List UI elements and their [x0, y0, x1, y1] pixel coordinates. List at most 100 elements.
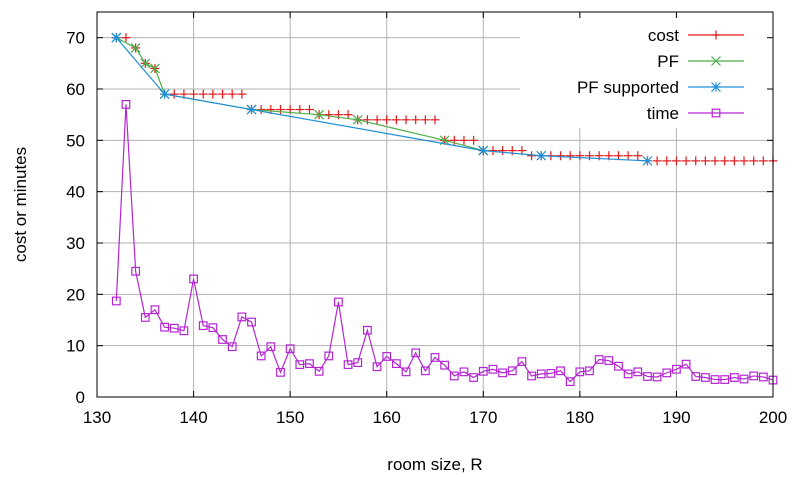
y-tick-label: 50 — [66, 131, 85, 150]
series-time-point — [420, 366, 430, 376]
series-time-point — [401, 367, 411, 377]
legend-label: time — [647, 104, 679, 123]
series-time-point — [218, 335, 227, 344]
series-time-point — [749, 371, 759, 381]
series-time-point — [285, 344, 295, 354]
series-time-point — [478, 366, 488, 376]
series-time-point — [623, 369, 633, 379]
plot-series — [111, 32, 778, 386]
series-time-point — [517, 357, 527, 366]
y-tick-label: 60 — [66, 80, 85, 99]
series-cost-point — [295, 105, 305, 115]
grid-lines — [97, 12, 773, 397]
series-time-point — [681, 359, 691, 369]
series-cost-point — [623, 151, 633, 161]
series-time-point — [633, 367, 643, 377]
plot-frame — [96, 11, 774, 398]
x-tick-label: 200 — [759, 408, 787, 427]
series-time-point — [131, 266, 141, 276]
x-tick-label: 130 — [83, 408, 111, 427]
x-tick-label: 190 — [662, 408, 690, 427]
series-cost-point — [700, 156, 710, 166]
series-pf-supported-line — [115, 37, 648, 162]
series-cost-point — [275, 105, 285, 115]
series-time-point — [353, 358, 363, 368]
series-cost-point — [401, 115, 411, 125]
series-cost-point — [304, 105, 314, 115]
series-cost-point — [411, 115, 421, 125]
series-cost-point — [237, 89, 247, 99]
series-cost-point — [575, 151, 585, 161]
series-time-point — [411, 348, 421, 358]
y-tick-label: 10 — [66, 337, 85, 356]
series-time-point — [498, 368, 507, 378]
series-time-point — [169, 323, 179, 333]
y-tick-label: 0 — [76, 388, 85, 407]
series-pf-supported-point — [478, 145, 489, 156]
series-time-point — [691, 372, 701, 381]
series-cost-point — [758, 156, 768, 166]
series-cost-point — [391, 115, 401, 125]
series-cost-point — [749, 156, 759, 166]
series-time — [111, 99, 778, 386]
series-time-point — [111, 296, 121, 306]
series-time-point — [343, 360, 353, 370]
series-cost-point — [169, 89, 179, 99]
series-time-point — [295, 360, 305, 370]
x-tick-label: 150 — [276, 408, 304, 427]
series-time-point — [662, 368, 672, 378]
series-time-point — [372, 362, 382, 372]
series-time-point — [237, 312, 247, 322]
legend-item-pf-supported: PF supported — [577, 78, 744, 97]
series-cost-point — [208, 89, 218, 99]
series-pf-point — [314, 109, 325, 120]
series-time-point — [208, 323, 218, 333]
legend-item-pf: PF — [657, 52, 744, 71]
legend-label: cost — [648, 26, 679, 45]
series-pf-supported — [111, 32, 653, 166]
series-cost-point — [633, 151, 643, 161]
series-time-point — [198, 321, 208, 331]
series-cost-point — [652, 156, 662, 166]
legend: cost PF PF supported time — [577, 26, 744, 123]
series-time-point — [227, 342, 237, 352]
series-time-point — [575, 367, 585, 377]
series-time-point — [334, 297, 343, 307]
series-cost-point — [189, 89, 199, 99]
series-time-point — [643, 372, 652, 381]
series-cost-point — [362, 115, 372, 125]
series-time-point — [604, 356, 614, 365]
x-tick-label: 160 — [373, 408, 401, 427]
series-cost-point — [121, 33, 131, 43]
series-time-point — [672, 364, 681, 374]
series-time-point — [507, 366, 517, 376]
series-cost-point — [420, 115, 430, 125]
series-time-point — [527, 371, 536, 381]
series-time-point — [739, 374, 749, 384]
axis-ticks: 130 140 150 160 170 180 190 200 0 10 20 30 40 50 60 70 — [66, 12, 787, 427]
series-cost-point — [498, 146, 508, 156]
series-time-point — [140, 313, 150, 322]
series-time-point — [536, 369, 546, 379]
x-tick-label: 180 — [566, 408, 594, 427]
series-time-point — [449, 371, 459, 381]
series-time-point — [256, 351, 266, 361]
series-cost-point — [382, 115, 392, 125]
series-time-point — [391, 359, 401, 369]
legend-cost-point — [711, 30, 721, 40]
series-time-point — [305, 359, 314, 369]
x-axis-label: room size, R — [387, 455, 482, 474]
series-time-point — [276, 367, 285, 377]
series-cost-point — [720, 156, 730, 166]
y-tick-label: 30 — [66, 234, 85, 253]
legend-item-time: time — [647, 104, 744, 123]
series-time-point — [469, 373, 479, 382]
series-time-point — [266, 342, 276, 352]
series-time-point — [585, 366, 594, 376]
series-time-point — [247, 317, 256, 327]
series-time-point — [700, 373, 710, 382]
x-tick-label: 140 — [179, 408, 207, 427]
series-cost-point — [681, 156, 691, 166]
series-cost-point — [565, 151, 575, 161]
